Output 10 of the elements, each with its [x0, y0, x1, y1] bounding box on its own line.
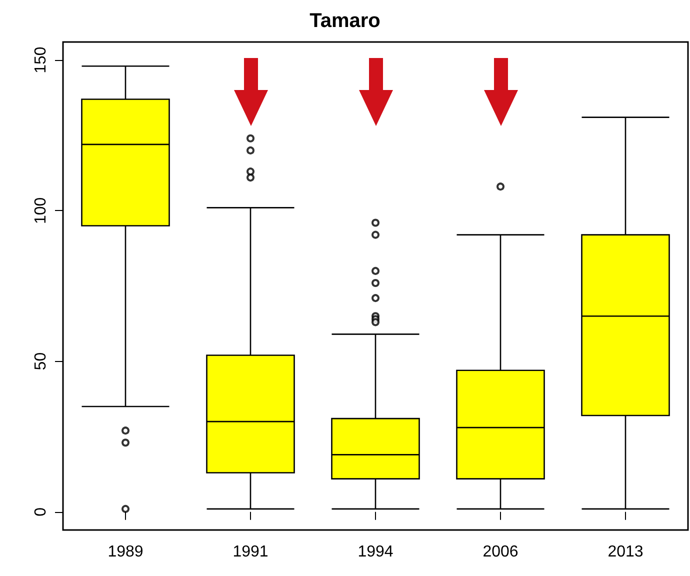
- x-tick-label: 1989: [108, 544, 144, 560]
- chart-title: Tamaro: [310, 10, 380, 32]
- y-tick-label: 50: [32, 352, 50, 370]
- x-tick-label: 1994: [358, 544, 394, 560]
- y-tick-label: 0: [32, 507, 50, 516]
- x-tick-label: 2006: [482, 544, 518, 560]
- y-tick-label: 150: [32, 46, 50, 74]
- y-tick-label: 100: [32, 197, 50, 224]
- x-tick-label: 2013: [608, 544, 644, 560]
- x-tick-label: 1991: [232, 544, 268, 560]
